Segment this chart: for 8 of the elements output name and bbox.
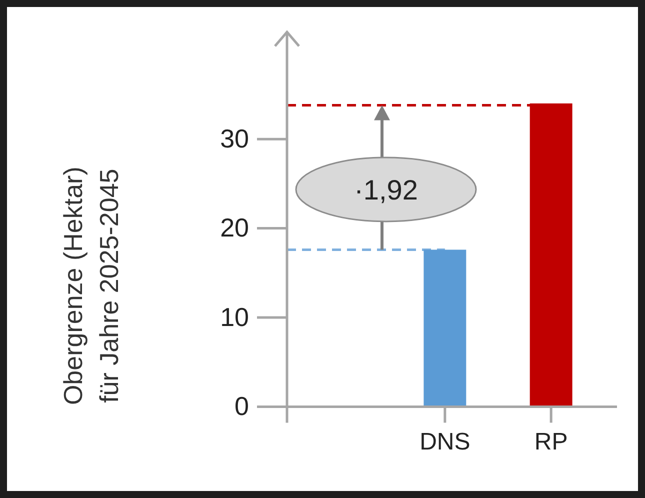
- x-tick-label: DNS: [420, 428, 470, 456]
- y-tick-label: 20: [220, 212, 249, 243]
- y-tick-label: 10: [220, 302, 249, 332]
- y-axis-title: Obergrenze (Hektar) für Jahre 2025-2045: [58, 166, 124, 406]
- x-tick-label: RP: [534, 428, 568, 456]
- y-tick-label: 0: [234, 391, 249, 422]
- y-tick-label: 30: [220, 123, 249, 154]
- annotation: ·1,92: [354, 174, 418, 206]
